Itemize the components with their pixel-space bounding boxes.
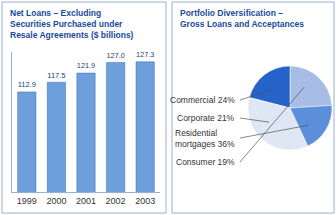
svg-text:117.5: 117.5 [47, 71, 65, 80]
svg-text:2002: 2002 [106, 196, 126, 206]
svg-text:127.3: 127.3 [136, 50, 154, 59]
svg-text:Corporate 21%: Corporate 21% [177, 113, 235, 123]
svg-text:2003: 2003 [135, 196, 155, 206]
svg-text:127.0: 127.0 [106, 51, 124, 60]
svg-text:2001: 2001 [76, 196, 96, 206]
svg-text:Residentialmortgages 36%: Residentialmortgages 36% [175, 128, 235, 149]
svg-text:Net Loans – ExcludingSecuritie: Net Loans – ExcludingSecurities Purchase… [10, 8, 134, 40]
svg-text:2000: 2000 [46, 196, 66, 206]
svg-text:Consumer 19%: Consumer 19% [176, 157, 235, 167]
svg-text:121.9: 121.9 [77, 61, 95, 70]
svg-text:Portfolio Diversification –Gro: Portfolio Diversification –Gross Loans a… [180, 8, 304, 29]
svg-text:Commercial 24%: Commercial 24% [170, 95, 235, 105]
svg-text:1999: 1999 [17, 196, 37, 206]
svg-text:112.9: 112.9 [18, 80, 36, 89]
